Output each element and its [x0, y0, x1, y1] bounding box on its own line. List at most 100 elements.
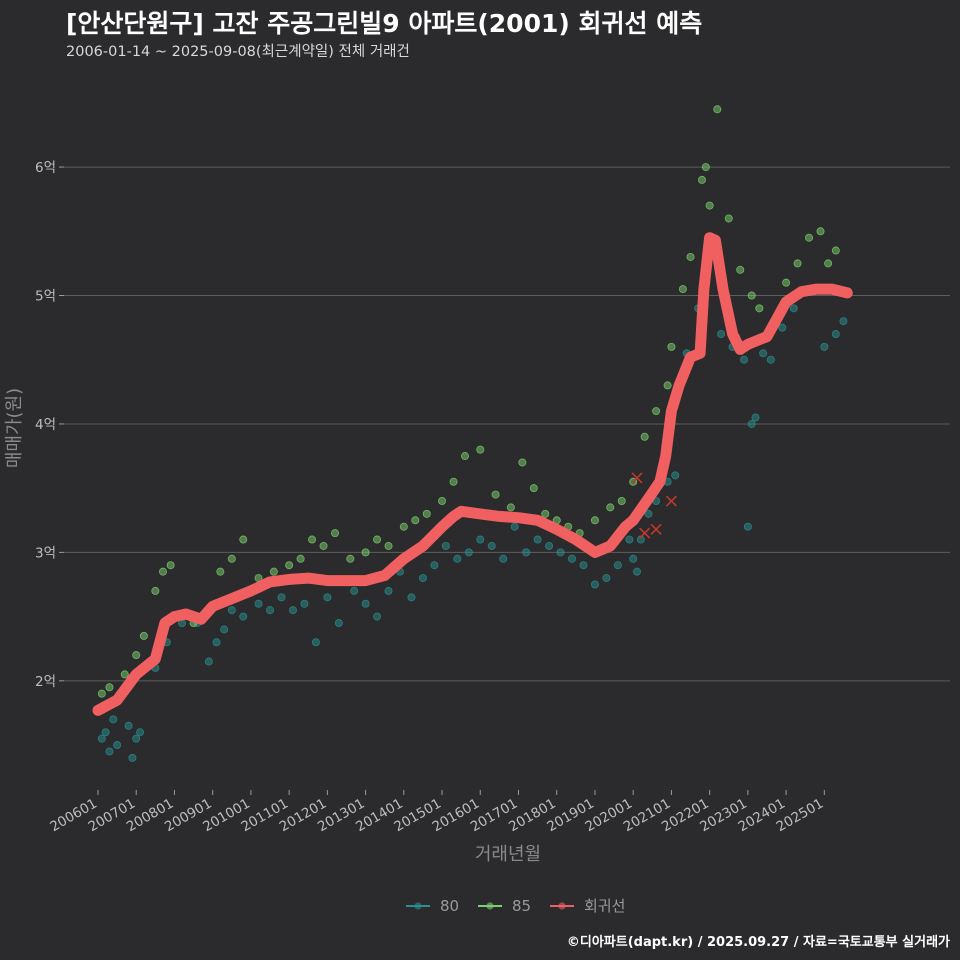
data-point-85	[216, 567, 225, 576]
data-point-85	[590, 516, 599, 525]
data-point-80	[820, 342, 829, 351]
data-point-80	[105, 747, 114, 756]
data-point-85	[705, 201, 714, 210]
data-point-85	[460, 452, 469, 461]
data-point-80	[109, 715, 118, 724]
data-point-85	[373, 535, 382, 544]
data-point-80	[227, 606, 236, 615]
data-point-85	[139, 631, 148, 640]
data-point-80	[556, 548, 565, 557]
outlier-marker	[631, 472, 643, 484]
y-tick-label: 3억	[35, 545, 56, 561]
data-point-80	[751, 413, 760, 422]
data-point-80	[334, 619, 343, 628]
data-point-80	[204, 657, 213, 666]
data-point-85	[97, 689, 106, 698]
data-point-85	[736, 265, 745, 274]
y-tick-label: 6억	[35, 160, 56, 176]
data-point-85	[652, 407, 661, 416]
data-point-80	[300, 599, 309, 608]
data-point-80	[288, 606, 297, 615]
data-point-85	[667, 342, 676, 351]
data-point-80	[579, 561, 588, 570]
data-point-80	[136, 728, 145, 737]
legend-marker	[558, 902, 566, 910]
data-point-85	[449, 477, 458, 486]
data-point-85	[713, 105, 722, 114]
data-point-80	[644, 509, 653, 518]
outlier-marker	[665, 495, 677, 507]
data-point-85	[747, 291, 756, 300]
data-point-80	[545, 541, 554, 550]
data-point-80	[350, 586, 359, 595]
data-point-80	[407, 593, 416, 602]
outlier-marker	[650, 523, 662, 535]
data-point-80	[361, 599, 370, 608]
data-point-85	[158, 567, 167, 576]
data-point-85	[529, 484, 538, 493]
data-point-80	[128, 753, 137, 762]
data-point-80	[740, 355, 749, 364]
data-point-80	[487, 541, 496, 550]
data-point-85	[239, 535, 248, 544]
legend-label: 80	[440, 897, 459, 915]
data-point-80	[453, 554, 462, 563]
data-point-80	[132, 734, 141, 743]
data-point-85	[518, 458, 527, 467]
data-point-80	[717, 330, 726, 339]
data-point-85	[491, 490, 500, 499]
data-point-80	[510, 522, 519, 531]
data-point-80	[533, 535, 542, 544]
data-point-85	[824, 259, 833, 268]
data-point-80	[101, 728, 110, 737]
y-tick-label: 2억	[35, 674, 56, 690]
data-point-80	[590, 580, 599, 589]
data-point-85	[120, 670, 129, 679]
legend-marker	[414, 902, 422, 910]
data-point-85	[411, 516, 420, 525]
data-point-80	[212, 638, 221, 647]
data-point-80	[430, 561, 439, 570]
data-point-85	[701, 163, 710, 172]
data-point-85	[308, 535, 317, 544]
data-point-85	[805, 233, 814, 242]
data-point-85	[698, 175, 707, 184]
data-point-85	[506, 503, 515, 512]
data-point-80	[778, 323, 787, 332]
data-point-85	[269, 567, 278, 576]
data-point-85	[793, 259, 802, 268]
data-point-85	[151, 586, 160, 595]
data-point-80	[629, 554, 638, 563]
data-point-80	[759, 349, 768, 358]
regression-line-layer	[92, 232, 853, 716]
data-point-85	[724, 214, 733, 223]
data-point-80	[613, 561, 622, 570]
data-point-85	[361, 548, 370, 557]
data-point-85	[166, 561, 175, 570]
data-point-80	[311, 638, 320, 647]
data-point-80	[277, 593, 286, 602]
data-point-85	[296, 554, 305, 563]
data-point-85	[476, 445, 485, 454]
y-axis-title: 매매가(원)	[4, 388, 25, 468]
outlier-marker	[639, 527, 651, 539]
data-point-80	[441, 541, 450, 550]
data-point-80	[499, 554, 508, 563]
legend: 80 85 회귀선	[406, 897, 625, 915]
data-point-85	[816, 227, 825, 236]
legend-marker	[486, 902, 494, 910]
scatter-points	[97, 105, 848, 762]
y-tick-label: 4억	[35, 417, 56, 433]
data-point-85	[319, 541, 328, 550]
data-point-80	[743, 522, 752, 531]
data-point-80	[254, 599, 263, 608]
data-point-80	[747, 419, 756, 428]
data-point-80	[113, 741, 122, 750]
data-point-80	[266, 606, 275, 615]
data-point-85	[438, 497, 447, 506]
data-point-85	[132, 651, 141, 660]
data-point-85	[782, 278, 791, 287]
data-point-85	[640, 432, 649, 441]
data-point-80	[124, 721, 133, 730]
data-point-85	[105, 683, 114, 692]
